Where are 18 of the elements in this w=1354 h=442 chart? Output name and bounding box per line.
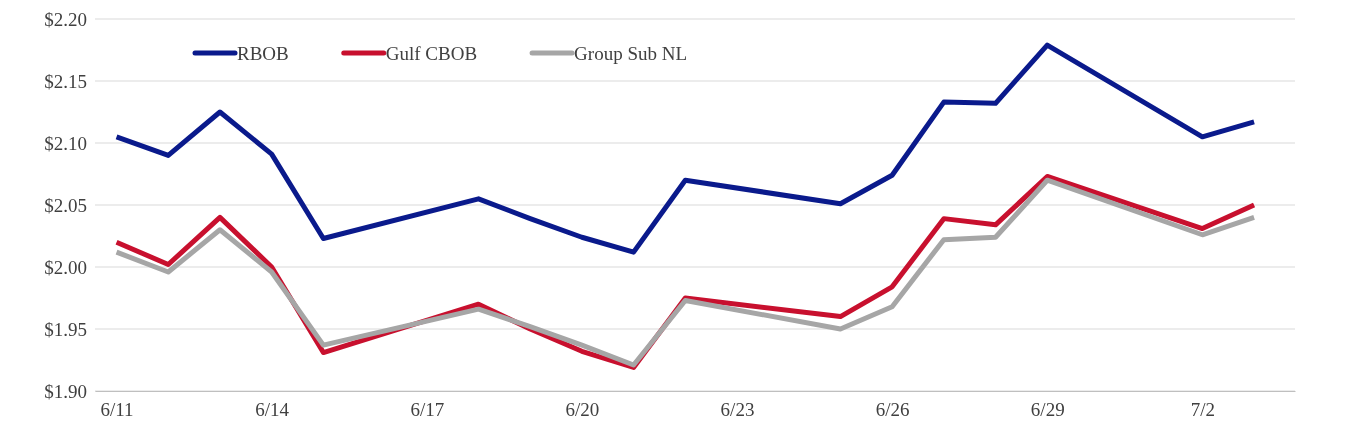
y-tick-label: $2.00 bbox=[44, 256, 87, 278]
x-tick-label: 6/17 bbox=[410, 399, 445, 421]
x-tick-label: 6/14 bbox=[255, 399, 290, 421]
y-tick-label: $1.95 bbox=[44, 318, 87, 340]
y-tick-label: $2.05 bbox=[44, 194, 87, 216]
x-tick-label: 6/20 bbox=[565, 399, 600, 421]
legend-label: RBOB bbox=[237, 42, 289, 64]
x-tick-label: 6/29 bbox=[1030, 399, 1065, 421]
y-tick-label: $1.90 bbox=[44, 380, 87, 402]
y-tick-label: $2.15 bbox=[44, 70, 87, 92]
legend-label: Gulf CBOB bbox=[385, 42, 478, 64]
y-tick-label: $2.10 bbox=[44, 132, 87, 154]
x-tick-label: 7/2 bbox=[1190, 399, 1215, 421]
legend-label: Group Sub NL bbox=[574, 42, 688, 64]
x-tick-label: 6/11 bbox=[100, 399, 134, 421]
x-tick-label: 6/26 bbox=[875, 399, 910, 421]
x-tick-label: 6/23 bbox=[720, 399, 755, 421]
y-tick-label: $2.20 bbox=[44, 8, 87, 30]
